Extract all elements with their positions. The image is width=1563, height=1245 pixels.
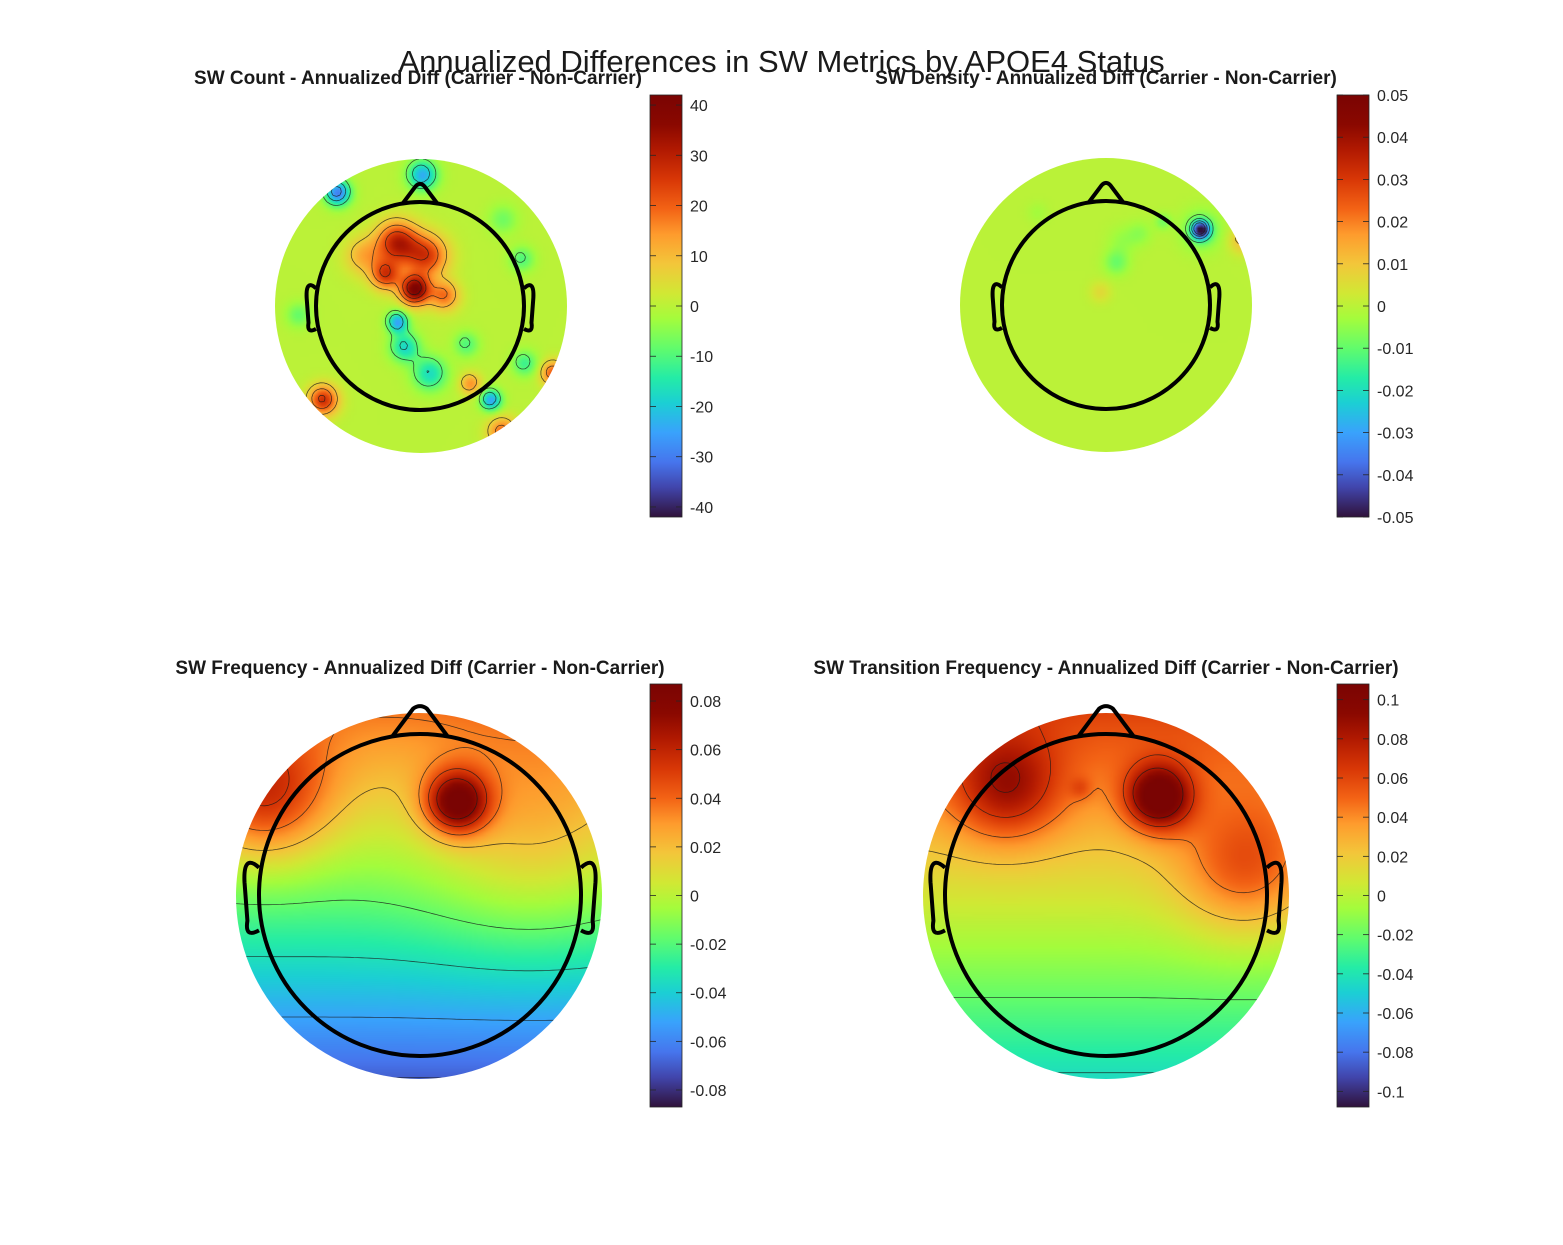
colorbar-tick-label: -40 bbox=[690, 500, 713, 517]
colorbar-tick-label: -0.05 bbox=[1377, 510, 1414, 527]
colorbar-tick-label: -0.02 bbox=[1377, 383, 1414, 400]
head-outline-4 bbox=[928, 704, 1284, 1058]
head-left-ear bbox=[928, 860, 947, 935]
colorbar-tick-label: 10 bbox=[690, 249, 708, 266]
colorbar-tick-label: 0.01 bbox=[1377, 257, 1408, 274]
colorbar-tick-label: 0 bbox=[1377, 299, 1386, 316]
panel-title-sw-density: SW Density - Annualized Diff (Carrier - … bbox=[875, 68, 1337, 89]
head-nose bbox=[1077, 704, 1135, 738]
figure-title: Annualized Differences in SW Metrics by … bbox=[398, 44, 1165, 79]
colorbar-tick-label: -0.04 bbox=[1377, 468, 1414, 485]
colorbar-tick-label: 0.08 bbox=[690, 694, 721, 711]
colorbar-tick-label: 0.06 bbox=[1377, 771, 1408, 788]
colorbar-tick-label: 0.02 bbox=[690, 840, 721, 857]
topoplot-heatmap-2 bbox=[960, 158, 1252, 452]
colorbar-tick-label: -10 bbox=[690, 349, 713, 366]
colorbar-tick-label: 0.02 bbox=[1377, 849, 1408, 866]
colorbar-tick-label: 0 bbox=[690, 299, 699, 316]
head-right-ear bbox=[522, 283, 536, 333]
head-right-ear bbox=[1208, 282, 1222, 332]
colorbar-1: 40 30 20 10 0 -10 -20 -30 -40 bbox=[649, 94, 713, 518]
head-outline-3 bbox=[242, 704, 598, 1058]
head-outline-1 bbox=[304, 181, 536, 412]
head-right-ear bbox=[1265, 860, 1284, 935]
colorbar-tick-label: -0.1 bbox=[1377, 1084, 1405, 1101]
colorbar-tick-label: -0.08 bbox=[1377, 1045, 1414, 1062]
head-circle bbox=[943, 732, 1269, 1058]
head-left-ear bbox=[242, 860, 261, 935]
colorbar-tick-label: 0.04 bbox=[690, 791, 721, 808]
colorbar-tick-label: -20 bbox=[690, 399, 713, 416]
colorbar-tick-label: 0.08 bbox=[1377, 732, 1408, 749]
head-nose bbox=[391, 704, 449, 738]
colorbar-tick-label: -0.04 bbox=[1377, 967, 1414, 984]
head-right-ear bbox=[579, 860, 598, 935]
colorbar-tick-label: 0 bbox=[1377, 889, 1386, 906]
panel-title-sw-count: SW Count - Annualized Diff (Carrier - No… bbox=[194, 68, 642, 89]
colorbar-tick-label: -0.01 bbox=[1377, 341, 1414, 358]
colorbar-tick-label: -0.02 bbox=[690, 937, 727, 954]
colorbar-tick-label: 0.03 bbox=[1377, 172, 1408, 189]
colorbar-tick-label: 0.02 bbox=[1377, 215, 1408, 232]
topoplot-panel-1: 40 30 20 10 0 -10 -20 -30 -40 bbox=[275, 94, 713, 518]
colorbar-3: 0.08 0.06 0.04 0.02 0 -0.02 -0.04 -0.06 -0.08 bbox=[649, 683, 727, 1108]
colorbar-tick-label: 40 bbox=[690, 98, 708, 115]
colorbar-tick-label: 30 bbox=[690, 148, 708, 165]
colorbar-tick-label: 0.1 bbox=[1377, 693, 1399, 710]
head-nose bbox=[400, 181, 440, 206]
topoplot-panel-4: 0.1 0.08 0.06 0.04 0.02 0 -0.02 -0.04 -0.06 -0.08… bbox=[923, 683, 1414, 1108]
colorbar-tick-label: 0 bbox=[690, 889, 699, 906]
panel-title-sw-frequency: SW Frequency - Annualized Diff (Carrier … bbox=[175, 658, 665, 679]
colorbar-2: 0.05 0.04 0.03 0.02 0.01 0 -0.01 -0.02 -0.03 -0.0… bbox=[1336, 88, 1414, 527]
head-circle bbox=[314, 200, 526, 412]
head-nose bbox=[1086, 180, 1126, 205]
topoplot-panel-3: 0.08 0.06 0.04 0.02 0 -0.02 -0.04 -0.06 -0.08 bbox=[236, 683, 727, 1108]
colorbar-tick-label: 20 bbox=[690, 199, 708, 216]
colorbar-tick-label: -30 bbox=[690, 450, 713, 467]
head-left-ear bbox=[304, 283, 318, 333]
colorbar-tick-label: -0.04 bbox=[690, 986, 727, 1003]
colorbar-tick-label: -0.06 bbox=[690, 1034, 727, 1051]
colorbar-tick-label: 0.05 bbox=[1377, 88, 1408, 105]
head-outline-2 bbox=[990, 180, 1222, 411]
topoplot-panel-2: 0.05 0.04 0.03 0.02 0.01 0 -0.01 -0.02 -0.03 -0.0… bbox=[960, 88, 1414, 527]
colorbar-tick-label: -0.02 bbox=[1377, 928, 1414, 945]
head-left-ear bbox=[990, 282, 1004, 332]
colorbar-4: 0.1 0.08 0.06 0.04 0.02 0 -0.02 -0.04 -0.06 -0.08… bbox=[1336, 683, 1414, 1108]
topoplot-heatmap-3 bbox=[236, 713, 602, 1079]
colorbar-tick-label: -0.03 bbox=[1377, 426, 1414, 443]
colorbar-tick-label: 0.04 bbox=[1377, 130, 1408, 147]
topoplot-heatmap-4 bbox=[923, 713, 1289, 1079]
head-circle bbox=[1000, 199, 1212, 411]
colorbar-tick-label: -0.08 bbox=[690, 1083, 727, 1100]
colorbar-tick-label: 0.04 bbox=[1377, 810, 1408, 827]
panel-title-sw-transition-frequency: SW Transition Frequency - Annualized Dif… bbox=[813, 658, 1399, 679]
colorbar-tick-label: 0.06 bbox=[690, 743, 721, 760]
head-circle bbox=[257, 732, 583, 1058]
colorbar-tick-label: -0.06 bbox=[1377, 1006, 1414, 1023]
